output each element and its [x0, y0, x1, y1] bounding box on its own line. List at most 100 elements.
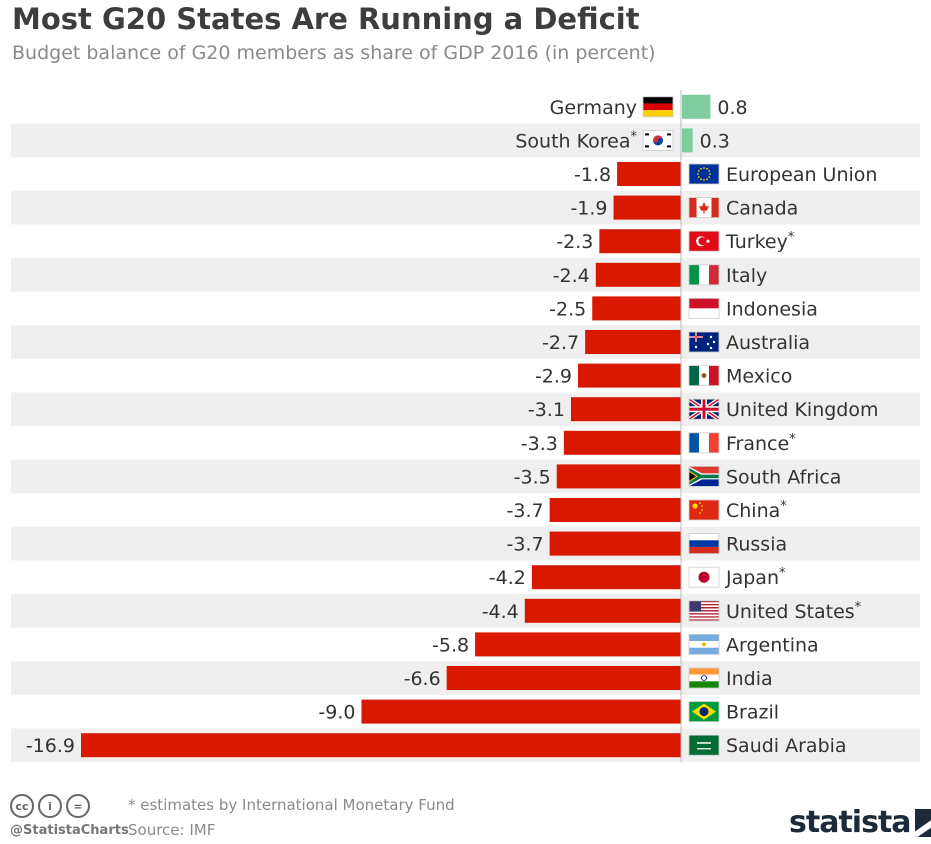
canada-flag-icon [688, 197, 720, 219]
category-label: Brazil [726, 702, 779, 724]
chart-row: -4.4 United States* [11, 594, 920, 628]
brand-text: statista [789, 805, 912, 840]
value-label: -2.9 [535, 366, 572, 388]
france-flag-icon [688, 432, 720, 454]
value-label: -2.3 [556, 231, 593, 253]
value-label: -1.8 [574, 164, 611, 186]
category-label: Turkey* [725, 230, 795, 253]
germany-flag-icon [642, 96, 674, 118]
russia-flag-icon [688, 533, 720, 554]
no-derivatives-icon: = [66, 794, 90, 818]
value-label: -4.4 [482, 601, 519, 623]
value-label: -16.9 [26, 735, 75, 757]
bar [549, 531, 681, 556]
bar [585, 330, 681, 354]
japan-flag-icon [688, 566, 720, 588]
statista-logo: statista [789, 805, 931, 840]
chart-row: -3.7 China* [507, 498, 787, 522]
chart-row: -3.5 South Africa [11, 459, 920, 494]
value-label: -3.7 [507, 534, 544, 556]
value-label: -3.1 [528, 399, 565, 421]
statista-mark-icon [914, 808, 931, 837]
value-label: -3.5 [514, 466, 551, 488]
chart-row: -3.3 France* [521, 430, 796, 455]
value-label: -1.9 [570, 198, 607, 220]
category-label: United Kingdom [726, 399, 879, 421]
bar [556, 464, 681, 489]
indonesia-flag-icon [688, 297, 720, 319]
row-stripe [11, 459, 920, 494]
eu-flag-icon [688, 163, 720, 185]
chart-row: -16.9 Saudi Arabia [11, 728, 920, 762]
bar [578, 363, 681, 388]
category-label: Russia [726, 534, 787, 556]
chart-row: -3.7 Russia [11, 526, 920, 561]
creative-commons-icon: cc [10, 794, 34, 818]
italy-flag-icon [688, 264, 720, 286]
row-stripe [11, 190, 920, 225]
chart-row: -5.8 Argentina [432, 632, 819, 657]
category-label: China* [726, 499, 787, 522]
value-label: -4.2 [489, 567, 526, 589]
saudi-arabia-flag-icon [688, 734, 720, 756]
chart-row: -2.5 Indonesia [549, 296, 818, 321]
bar [563, 430, 681, 455]
category-label: France* [726, 432, 796, 455]
south-korea-flag-icon [642, 129, 674, 151]
chart-row: -2.4 Italy [11, 258, 920, 292]
usa-flag-icon [688, 600, 720, 622]
chart-row: 0.3 South Korea* [11, 123, 920, 158]
value-label: -5.8 [432, 634, 469, 656]
value-label: -2.4 [553, 265, 590, 287]
attribution-icon: i [38, 794, 62, 818]
category-label: South Africa [726, 466, 841, 488]
bar [81, 733, 681, 758]
chart-row: 0.8 Germany [550, 94, 748, 119]
row-stripe [11, 123, 920, 158]
bar [549, 498, 681, 522]
bar [613, 195, 681, 220]
row-stripe [11, 325, 920, 359]
uk-flag-icon [687, 397, 721, 421]
bar [595, 262, 681, 287]
bar [570, 397, 681, 422]
row-stripe [11, 526, 920, 561]
footnote: * estimates by International Monetary Fu… [128, 796, 455, 814]
bar [617, 162, 681, 186]
category-label: European Union [726, 164, 877, 186]
chart-row: -3.1 United Kingdom [11, 392, 920, 426]
twitter-handle: @StatistaCharts [10, 823, 129, 838]
australia-flag-icon [688, 331, 720, 353]
bar [361, 699, 681, 724]
chart-title: Most G20 States Are Running a Deficit [12, 2, 640, 36]
bar [682, 128, 693, 153]
category-label: Japan* [725, 566, 786, 589]
value-label: 0.3 [700, 130, 730, 152]
category-label: Argentina [726, 634, 819, 656]
category-label: South Korea* [515, 129, 637, 152]
china-flag-icon [688, 499, 720, 521]
chart-subtitle: Budget balance of G20 members as share o… [12, 42, 656, 64]
value-label: -2.5 [549, 298, 586, 320]
chart-row: -2.9 Mexico [535, 363, 792, 388]
category-label: Saudi Arabia [726, 735, 847, 757]
category-label: United States* [726, 600, 862, 623]
category-label: Canada [726, 198, 798, 220]
bar [524, 598, 681, 623]
source-note: Source: IMF [128, 821, 216, 839]
chart-row: -2.3 Turkey* [556, 229, 795, 254]
value-label: -9.0 [318, 702, 355, 724]
category-label: Australia [726, 332, 810, 354]
category-label: India [726, 668, 773, 690]
bar [446, 666, 681, 690]
value-label: 0.8 [717, 97, 747, 119]
value-label: -3.7 [507, 500, 544, 522]
value-label: -2.7 [542, 332, 579, 354]
bar [475, 632, 681, 657]
south-africa-flag-icon [688, 465, 720, 487]
chart-row: -6.6 India [11, 661, 920, 695]
chart-row: -1.9 Canada [11, 190, 920, 225]
india-flag-icon [688, 667, 720, 689]
mexico-flag-icon [688, 365, 720, 387]
bar [599, 229, 681, 254]
